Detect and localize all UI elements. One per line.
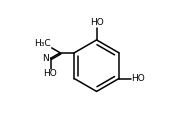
Text: HO: HO	[131, 74, 145, 83]
Text: H₃C: H₃C	[34, 39, 51, 47]
Text: HO: HO	[90, 18, 103, 27]
Text: N: N	[42, 54, 49, 63]
Text: HO: HO	[43, 69, 57, 78]
